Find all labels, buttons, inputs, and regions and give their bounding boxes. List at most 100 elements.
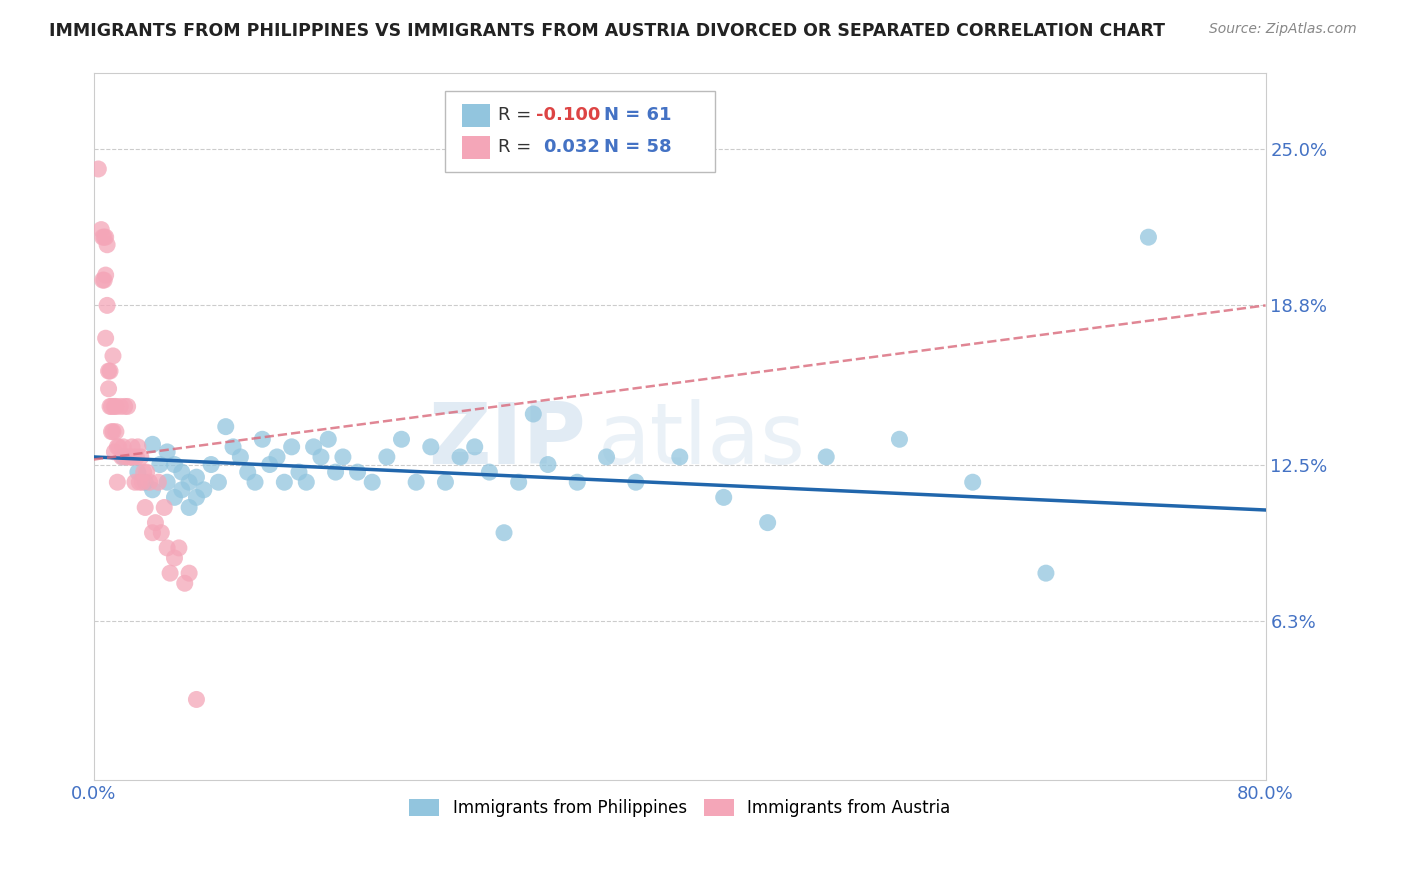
Point (236, 465, 259, 479)
Text: -0.100: -0.100 (536, 106, 600, 124)
Point (97, 364, 120, 378)
Point (145, 516, 167, 530)
FancyBboxPatch shape (446, 91, 714, 172)
Point (132, 465, 155, 479)
Point (1137, 230, 1160, 244)
Point (103, 400, 125, 414)
Point (273, 475, 295, 490)
Point (346, 465, 368, 479)
FancyBboxPatch shape (461, 104, 489, 127)
Point (121, 440, 143, 454)
Point (815, 450, 838, 464)
Point (295, 475, 318, 490)
Point (302, 440, 325, 454)
Point (405, 475, 427, 490)
Point (756, 516, 779, 530)
Point (131, 475, 153, 490)
Point (98, 400, 121, 414)
Point (105, 475, 128, 490)
Point (93, 230, 115, 244)
Point (124, 475, 146, 490)
Point (163, 551, 186, 566)
Point (125, 450, 148, 464)
Point (179, 500, 201, 515)
Point (464, 440, 486, 454)
FancyBboxPatch shape (461, 136, 489, 159)
Point (149, 458, 172, 472)
Point (434, 475, 457, 490)
Point (280, 440, 302, 454)
Point (889, 432, 911, 446)
Point (94, 331, 117, 345)
Point (207, 475, 229, 490)
Point (170, 483, 193, 497)
Point (153, 500, 176, 515)
Point (141, 437, 163, 451)
Point (104, 400, 127, 414)
Point (90, 222, 112, 236)
Point (112, 440, 135, 454)
Point (111, 450, 134, 464)
Text: Source: ZipAtlas.com: Source: ZipAtlas.com (1209, 22, 1357, 37)
Point (120, 450, 142, 464)
Point (595, 450, 617, 464)
Text: N = 61: N = 61 (603, 106, 671, 124)
Point (127, 465, 149, 479)
Text: N = 58: N = 58 (603, 138, 671, 156)
Point (309, 450, 332, 464)
Point (478, 465, 501, 479)
Legend: Immigrants from Philippines, Immigrants from Austria: Immigrants from Philippines, Immigrants … (401, 790, 959, 825)
Point (266, 450, 288, 464)
Point (134, 500, 156, 515)
Point (316, 432, 339, 446)
Point (361, 475, 384, 490)
Point (115, 450, 138, 464)
Point (118, 450, 141, 464)
Point (537, 458, 560, 472)
Point (713, 491, 735, 505)
Point (508, 475, 530, 490)
Point (141, 525, 163, 540)
Point (148, 475, 170, 490)
Point (163, 458, 186, 472)
Point (100, 400, 122, 414)
Point (93, 273, 115, 287)
Text: IMMIGRANTS FROM PHILIPPINES VS IMMIGRANTS FROM AUSTRIA DIVORCED OR SEPARATED COR: IMMIGRANTS FROM PHILIPPINES VS IMMIGRANT… (49, 22, 1166, 40)
Point (159, 566, 181, 581)
Text: R =: R = (498, 106, 537, 124)
Point (624, 475, 647, 490)
Point (179, 566, 201, 581)
Point (567, 475, 589, 490)
Point (138, 475, 160, 490)
Text: R =: R = (498, 138, 543, 156)
Point (375, 450, 398, 464)
Text: atlas: atlas (598, 400, 806, 483)
Point (222, 440, 245, 454)
Point (193, 483, 215, 497)
Point (101, 349, 124, 363)
Point (112, 450, 135, 464)
Point (122, 450, 145, 464)
Point (96, 237, 118, 252)
Point (186, 470, 208, 484)
Point (94, 230, 117, 244)
Point (1035, 566, 1057, 581)
Point (173, 576, 195, 591)
Point (108, 440, 131, 454)
Text: ZIP: ZIP (429, 400, 586, 483)
Point (167, 541, 190, 555)
Point (962, 475, 984, 490)
Point (288, 465, 311, 479)
Point (449, 450, 471, 464)
Point (170, 465, 193, 479)
Point (156, 475, 179, 490)
Point (259, 458, 281, 472)
Point (94, 268, 117, 282)
Point (332, 450, 354, 464)
Point (114, 400, 136, 414)
Point (492, 525, 515, 540)
Point (163, 491, 186, 505)
Point (522, 407, 544, 421)
Point (91, 230, 114, 244)
Point (100, 425, 122, 439)
